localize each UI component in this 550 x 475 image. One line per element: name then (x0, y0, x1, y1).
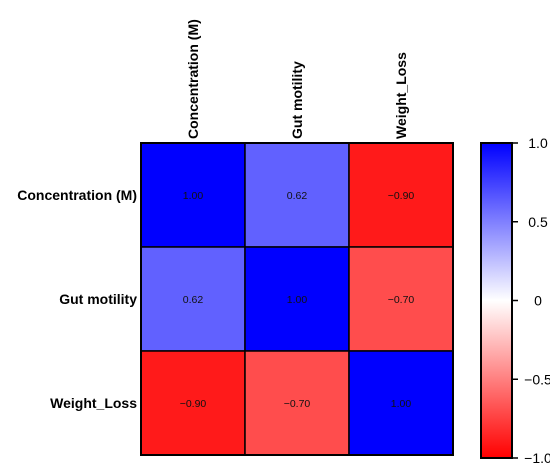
heatmap-border (140, 142, 454, 456)
heatmap-cell-r0-c0 (140, 142, 246, 248)
heatmap-value-labels: 1.00 0.62 −0.90 0.62 1.00 −0.70 −0.90 −0.70 1.00 (180, 190, 415, 410)
colorbar-tick-label: 1.0 (528, 135, 548, 151)
row-label: Weight_Loss (50, 395, 137, 411)
colorbar-tick-label: −0.5 (524, 371, 550, 387)
column-label: Gut motility (289, 61, 305, 139)
colorbar-tick-label: 0 (534, 293, 542, 309)
heatmap-value-r2-c2: 1.00 (391, 398, 412, 410)
colorbar: 1.0 0.5 0 −0.5 −1.0 (480, 135, 550, 466)
heatmap-value-r1-c0: 0.62 (183, 294, 204, 306)
heatmap-cell-r2-c1 (244, 350, 350, 456)
column-labels: Concentration (M) Gut motility Weight_Loss (185, 19, 409, 139)
heatmap-value-r0-c0: 1.00 (183, 190, 204, 202)
heatmap-cell-r1-c2 (348, 246, 454, 352)
column-label: Weight_Loss (393, 52, 409, 139)
heatmap-value-r2-c1: −0.70 (284, 398, 311, 410)
row-labels: Concentration (M) Gut motility Weight_Loss (17, 187, 137, 411)
heatmap-cell-r1-c0 (140, 246, 246, 352)
row-label: Concentration (M) (17, 187, 137, 203)
heatmap-cell-r0-c1 (244, 142, 350, 248)
colorbar-tick-label: −1.0 (524, 450, 550, 466)
colorbar-gradient (480, 142, 513, 459)
colorbar-ticks: 1.0 0.5 0 −0.5 −1.0 (512, 135, 550, 466)
heatmap-value-r0-c2: −0.90 (388, 190, 415, 202)
heatmap-value-r1-c1: 1.00 (287, 294, 308, 306)
heatmap-value-r1-c2: −0.70 (388, 294, 415, 306)
row-label: Gut motility (59, 291, 137, 307)
heatmap-value-r0-c1: 0.62 (287, 190, 308, 202)
heatmap-value-r2-c0: −0.90 (180, 398, 207, 410)
column-label: Concentration (M) (185, 19, 201, 139)
colorbar-tick-label: 0.5 (528, 214, 548, 230)
heatmap-cells (140, 142, 454, 456)
